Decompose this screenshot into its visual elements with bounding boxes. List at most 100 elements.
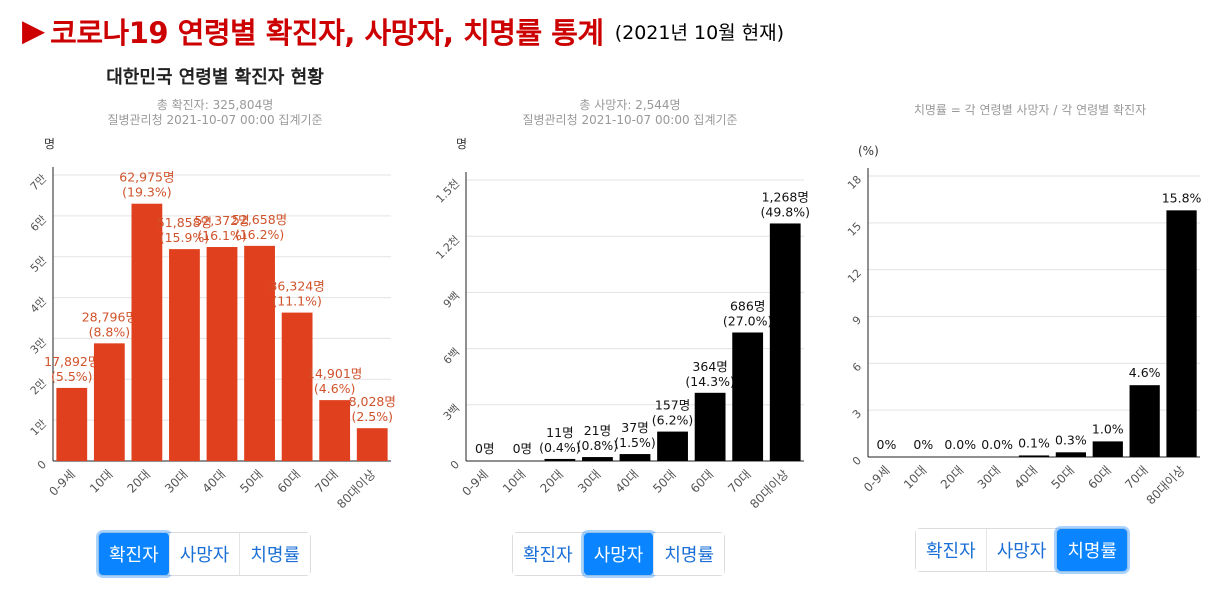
bar — [694, 392, 726, 461]
deaths-button[interactable]: 사망자 — [169, 533, 241, 575]
x-tick-label: 40대 — [1012, 463, 1041, 492]
x-tick-label: 10대 — [901, 463, 930, 492]
bar — [56, 387, 88, 461]
cases-button[interactable]: 확진자 — [99, 533, 170, 575]
data-label-percent: (14.3%) — [685, 374, 734, 389]
bar — [356, 428, 388, 461]
y-unit-label: 명 — [456, 137, 467, 151]
data-label: 28,796명 — [82, 309, 137, 324]
x-tick-label: 10대 — [87, 467, 116, 496]
deaths-button[interactable]: 사망자 — [986, 529, 1058, 571]
data-label-percent: (16.2%) — [235, 227, 284, 242]
data-label: 37명 — [621, 420, 648, 435]
x-tick-label: 70대 — [725, 467, 754, 496]
x-tick-label: 30대 — [575, 467, 604, 496]
x-tick-label: 10대 — [500, 467, 529, 496]
data-label-percent: (5.5%) — [51, 369, 93, 384]
y-tick-label: 2만 — [28, 376, 49, 397]
x-tick-label: 50대 — [1049, 463, 1078, 492]
data-label-percent: (16.1%) — [197, 228, 246, 243]
y-tick-label: 12 — [845, 267, 864, 286]
plot-area: 0 3 6 9 12 15 18 0% 0-9세 0% 10대 0.0% 20대 0.0% 30대 0.1% 4… — [845, 168, 1202, 507]
x-tick-label: 50대 — [237, 467, 266, 496]
data-label: 0% — [877, 437, 897, 452]
data-label-percent: (1.5%) — [614, 435, 656, 450]
bar — [93, 343, 125, 461]
data-label: 36,324명 — [269, 279, 324, 294]
page-subtitle: (2021년 10월 현재) — [614, 21, 785, 44]
x-tick-label: 60대 — [688, 467, 717, 496]
x-tick-label: 40대 — [200, 467, 229, 496]
y-tick-label: 6백 — [441, 346, 462, 367]
data-label: 4.6% — [1129, 365, 1161, 380]
data-label: 52,372명 — [194, 213, 249, 228]
y-tick-label: 7만 — [28, 172, 49, 193]
x-tick-label: 30대 — [975, 463, 1004, 492]
bar — [281, 312, 313, 461]
y-tick-label: 6 — [850, 360, 864, 374]
data-label-percent: (19.3%) — [122, 185, 171, 200]
y-tick-label: 4만 — [28, 295, 49, 316]
data-label: 62,975명 — [119, 170, 174, 185]
cases-button[interactable]: 확진자 — [513, 533, 584, 575]
data-label-percent: (4.6%) — [314, 381, 356, 396]
data-label-percent: (15.9%) — [160, 230, 209, 245]
data-label: 15.8% — [1162, 190, 1202, 205]
page-title: 코로나19 연령별 확진자, 사망자, 치명률 통계 — [50, 16, 604, 50]
y-tick-label: 18 — [845, 173, 864, 192]
fatality-button[interactable]: 치명률 — [240, 533, 311, 575]
metric-toggle-cases: 확진자 사망자 치명률 — [98, 532, 312, 576]
data-label-percent: (6.2%) — [652, 413, 694, 428]
cases-button[interactable]: 확진자 — [916, 529, 987, 571]
bar — [1129, 385, 1160, 457]
x-tick-label: 80대이상 — [334, 467, 378, 511]
data-label-percent: (27.0%) — [723, 313, 772, 328]
bar — [1092, 441, 1123, 457]
data-label-percent: (11.1%) — [272, 294, 321, 309]
fatality-button[interactable]: 치명률 — [1057, 529, 1128, 571]
chart-subtitle: 총 확진자: 325,804명 — [157, 98, 274, 112]
bar — [206, 247, 238, 461]
fatality-button[interactable]: 치명률 — [654, 533, 725, 575]
page-header: ▶ 코로나19 연령별 확진자, 사망자, 치명률 통계 (2021년 10월 … — [22, 10, 785, 51]
data-label-percent: (8.8%) — [89, 324, 131, 339]
bar — [169, 249, 200, 461]
data-label-percent: (0.8%) — [577, 438, 619, 453]
y-tick-label: 1만 — [28, 417, 49, 438]
y-tick-label: 3 — [850, 407, 864, 421]
y-tick-label: 5만 — [28, 254, 49, 275]
data-label: 1,268명 — [762, 189, 809, 204]
data-label: 686명 — [730, 298, 765, 313]
bar — [319, 400, 351, 461]
y-unit-label: (%) — [858, 144, 879, 158]
x-tick-label: 80대이상 — [747, 467, 791, 511]
data-label: 157명 — [655, 398, 690, 413]
plot-area: 0 3백 6백 9백 1.2천 1.5천 0명 0-9세 0명 10대 11명(0.4%) 20대 21… — [433, 172, 810, 511]
data-label: 0.3% — [1055, 432, 1087, 447]
y-tick-label: 1.5천 — [433, 176, 462, 205]
data-label: 0% — [913, 437, 933, 452]
deaths-button[interactable]: 사망자 — [583, 533, 655, 575]
bar — [769, 223, 801, 461]
x-tick-label: 70대 — [312, 467, 341, 496]
chart-subtitle: 총 사망자: 2,544명 — [579, 98, 680, 112]
y-tick-label: 1.2천 — [433, 232, 462, 261]
x-tick-label: 80대이상 — [1144, 463, 1188, 507]
chart-title: 대한민국 연령별 확진자 현황 — [106, 67, 324, 88]
y-tick-label: 0 — [850, 454, 864, 468]
metric-toggle-fatality: 확진자 사망자 치명률 — [915, 528, 1129, 572]
cases-chart: 대한민국 연령별 확진자 현황 총 확진자: 325,804명 질병관리청 20… — [28, 67, 396, 511]
data-label: 0명 — [475, 441, 494, 456]
data-label-percent: (2.5%) — [351, 409, 393, 424]
bar — [732, 332, 764, 461]
bar — [582, 457, 613, 461]
bar — [1166, 210, 1197, 457]
data-label: 0.0% — [944, 437, 976, 452]
plot-area: 01만2만3만4만5만6만7만17,892명(5.5%)0-9세28,796명(… — [28, 167, 396, 511]
x-tick-label: 0-9세 — [459, 467, 491, 499]
data-label: 11명 — [546, 425, 573, 440]
chart-subtitle: 치명률 = 각 연령별 사망자 / 각 연령별 확진자 — [914, 103, 1146, 117]
bar — [1018, 455, 1050, 457]
fatality-chart: 치명률 = 각 연령별 사망자 / 각 연령별 확진자 (%) 0 3 6 9 12 15… — [845, 103, 1201, 507]
data-label: 1.0% — [1092, 421, 1124, 436]
